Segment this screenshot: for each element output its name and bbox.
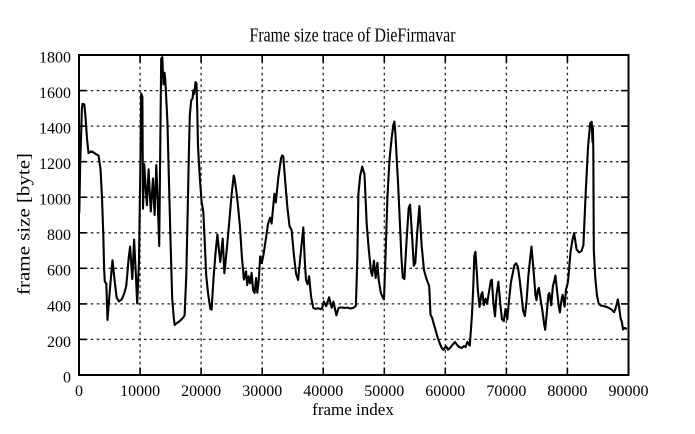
svg-text:0: 0 xyxy=(63,369,71,386)
svg-text:200: 200 xyxy=(47,334,71,351)
svg-text:1800: 1800 xyxy=(39,49,71,66)
svg-text:70000: 70000 xyxy=(486,383,526,400)
svg-text:0: 0 xyxy=(75,383,83,400)
svg-text:1400: 1400 xyxy=(39,121,71,138)
svg-text:Frame size trace of DieFirmava: Frame size trace of DieFirmavar xyxy=(250,25,456,47)
svg-text:1000: 1000 xyxy=(39,192,71,209)
svg-text:800: 800 xyxy=(47,227,71,244)
svg-text:40000: 40000 xyxy=(303,383,343,400)
svg-text:90000: 90000 xyxy=(609,383,649,400)
svg-text:50000: 50000 xyxy=(364,383,404,400)
svg-text:400: 400 xyxy=(47,298,71,315)
svg-text:30000: 30000 xyxy=(242,383,282,400)
svg-text:80000: 80000 xyxy=(547,383,587,400)
svg-text:60000: 60000 xyxy=(425,383,465,400)
svg-text:frame size [byte]: frame size [byte] xyxy=(14,153,34,295)
svg-text:frame index: frame index xyxy=(312,400,394,419)
svg-text:600: 600 xyxy=(47,263,71,280)
svg-text:10000: 10000 xyxy=(120,383,160,400)
svg-text:1200: 1200 xyxy=(39,156,71,173)
svg-text:1600: 1600 xyxy=(39,85,71,102)
svg-text:20000: 20000 xyxy=(181,383,221,400)
